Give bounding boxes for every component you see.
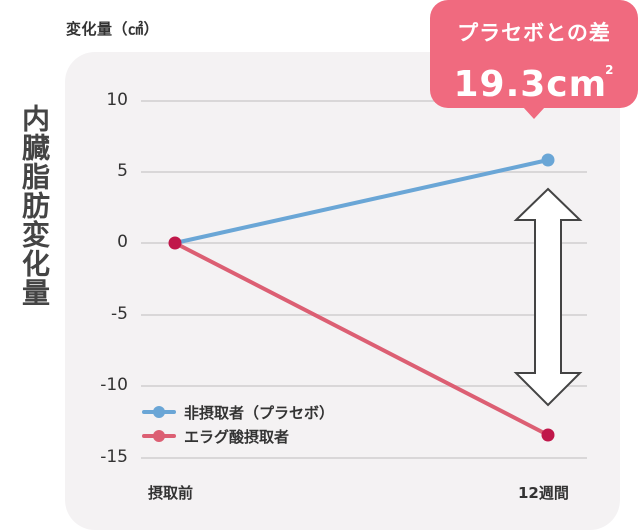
legend-item-ellagic-acid: エラグ酸摂取者 (142, 424, 334, 448)
callout-value-number: 19.3 (453, 64, 547, 105)
legend-item-placebo: 非摂取者（プラセボ） (142, 400, 334, 424)
legend-label-placebo: 非摂取者（プラセボ） (184, 403, 335, 422)
y-tick-neg5: -5 (111, 304, 128, 324)
legend-label-ellagic-acid: エラグ酸摂取者 (184, 427, 290, 446)
series-ellagic-acid (173, 241, 555, 442)
y-tick-5: 5 (117, 161, 128, 181)
callout-title: プラセボとの差 (457, 21, 611, 45)
y-axis-title: 内臓脂肪変化量 (18, 104, 51, 307)
callout-value: 19.3cm2 (430, 50, 638, 105)
x-tick-before: 摂取前 (148, 484, 194, 502)
shared-start-point (168, 236, 182, 250)
series-placebo (173, 153, 555, 245)
ellagic-point-12w (541, 428, 555, 442)
legend-marker-placebo-icon (142, 406, 176, 418)
x-tick-12-weeks: 12週間 (518, 484, 569, 502)
chart-panel (65, 52, 620, 530)
placebo-point-12w (541, 153, 555, 167)
y-tick-10: 10 (106, 90, 128, 110)
y-tick-neg15: -15 (100, 447, 128, 467)
double-arrow-icon (513, 187, 583, 407)
legend-marker-ellagic-icon (142, 430, 176, 442)
y-tick-0: 0 (117, 232, 128, 252)
legend: 非摂取者（プラセボ） エラグ酸摂取者 (142, 400, 334, 448)
callout-value-unit: cm (546, 64, 608, 105)
y-axis-unit-label: 変化量（㎠） (66, 20, 160, 38)
callout-value-superscript: 2 (605, 63, 615, 77)
y-tick-neg10: -10 (100, 375, 128, 395)
difference-callout: プラセボとの差 19.3cm2 (430, 0, 638, 119)
